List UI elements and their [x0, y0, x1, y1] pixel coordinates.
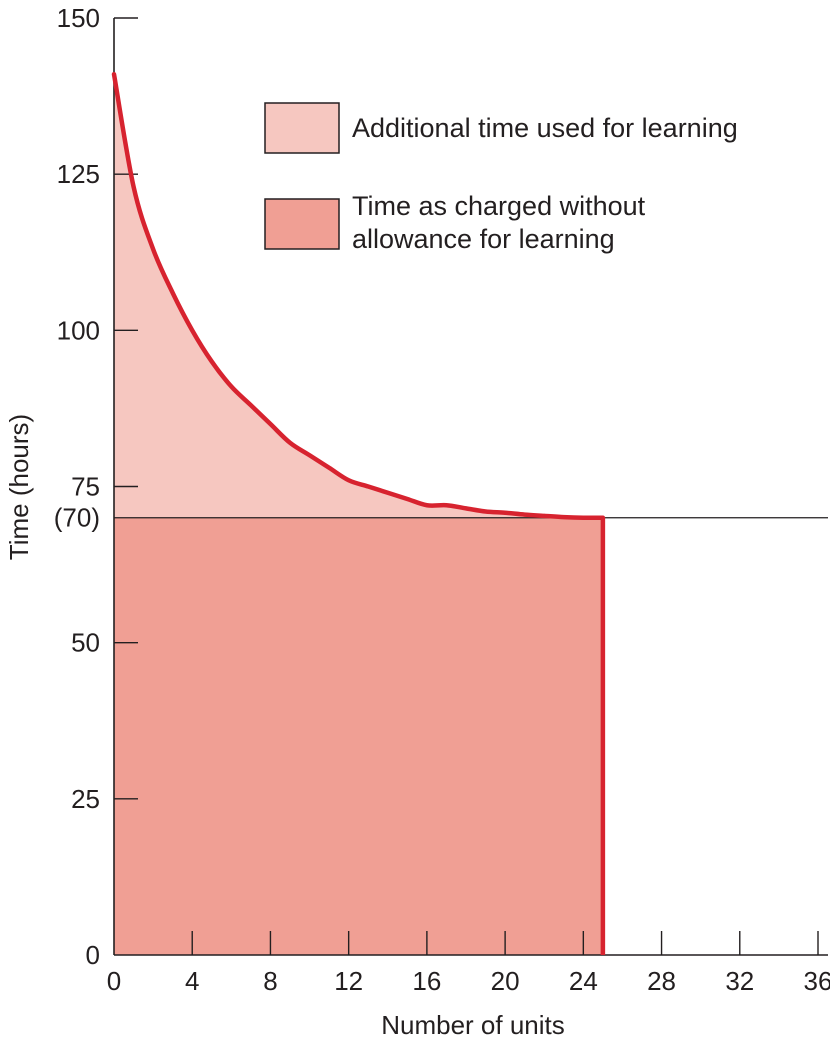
additional-time-area [114, 74, 603, 518]
legend-swatch [264, 102, 340, 154]
x-tick-label: 24 [569, 966, 598, 996]
y-tick-label: 25 [71, 784, 100, 814]
y-tick-label: 75 [71, 472, 100, 502]
legend-swatch [264, 198, 340, 250]
x-tick-label: 0 [107, 966, 121, 996]
charged-time-area [114, 517, 603, 955]
y-tick-label: 50 [71, 628, 100, 658]
x-tick-label: 16 [412, 966, 441, 996]
curve-group [111, 71, 606, 955]
x-axis-label: Number of units [381, 1010, 565, 1040]
x-tick-label: 20 [491, 966, 520, 996]
x-tick-label: 36 [804, 966, 830, 996]
y-tick-label: 100 [57, 315, 100, 345]
x-tick-label: 28 [647, 966, 676, 996]
x-tick-label: 12 [334, 966, 363, 996]
axis-labels: Number of units Time (hours) [4, 414, 565, 1040]
reference-line-label: (70) [54, 503, 100, 533]
y-tick-label: 125 [57, 159, 100, 189]
x-tick-label: 4 [185, 966, 199, 996]
legend: Additional time used for learning Time as… [264, 102, 738, 254]
y-tick-label: 0 [86, 940, 100, 970]
legend-label: allowance for learning [352, 224, 615, 254]
area-fills [114, 74, 603, 955]
x-tick-label: 32 [725, 966, 754, 996]
reference-line-group: (70) [54, 503, 828, 533]
learning-curve-line [111, 71, 606, 521]
legend-label: Time as charged without [352, 191, 646, 221]
x-tick-label: 8 [263, 966, 277, 996]
legend-label: Additional time used for learning [352, 113, 738, 143]
y-tick-label: 150 [57, 3, 100, 33]
y-axis-label: Time (hours) [4, 414, 34, 560]
axes-group: 0 25 50 75 100 125 150 0 4 8 12 16 20 24 28 32 36 [57, 3, 830, 996]
